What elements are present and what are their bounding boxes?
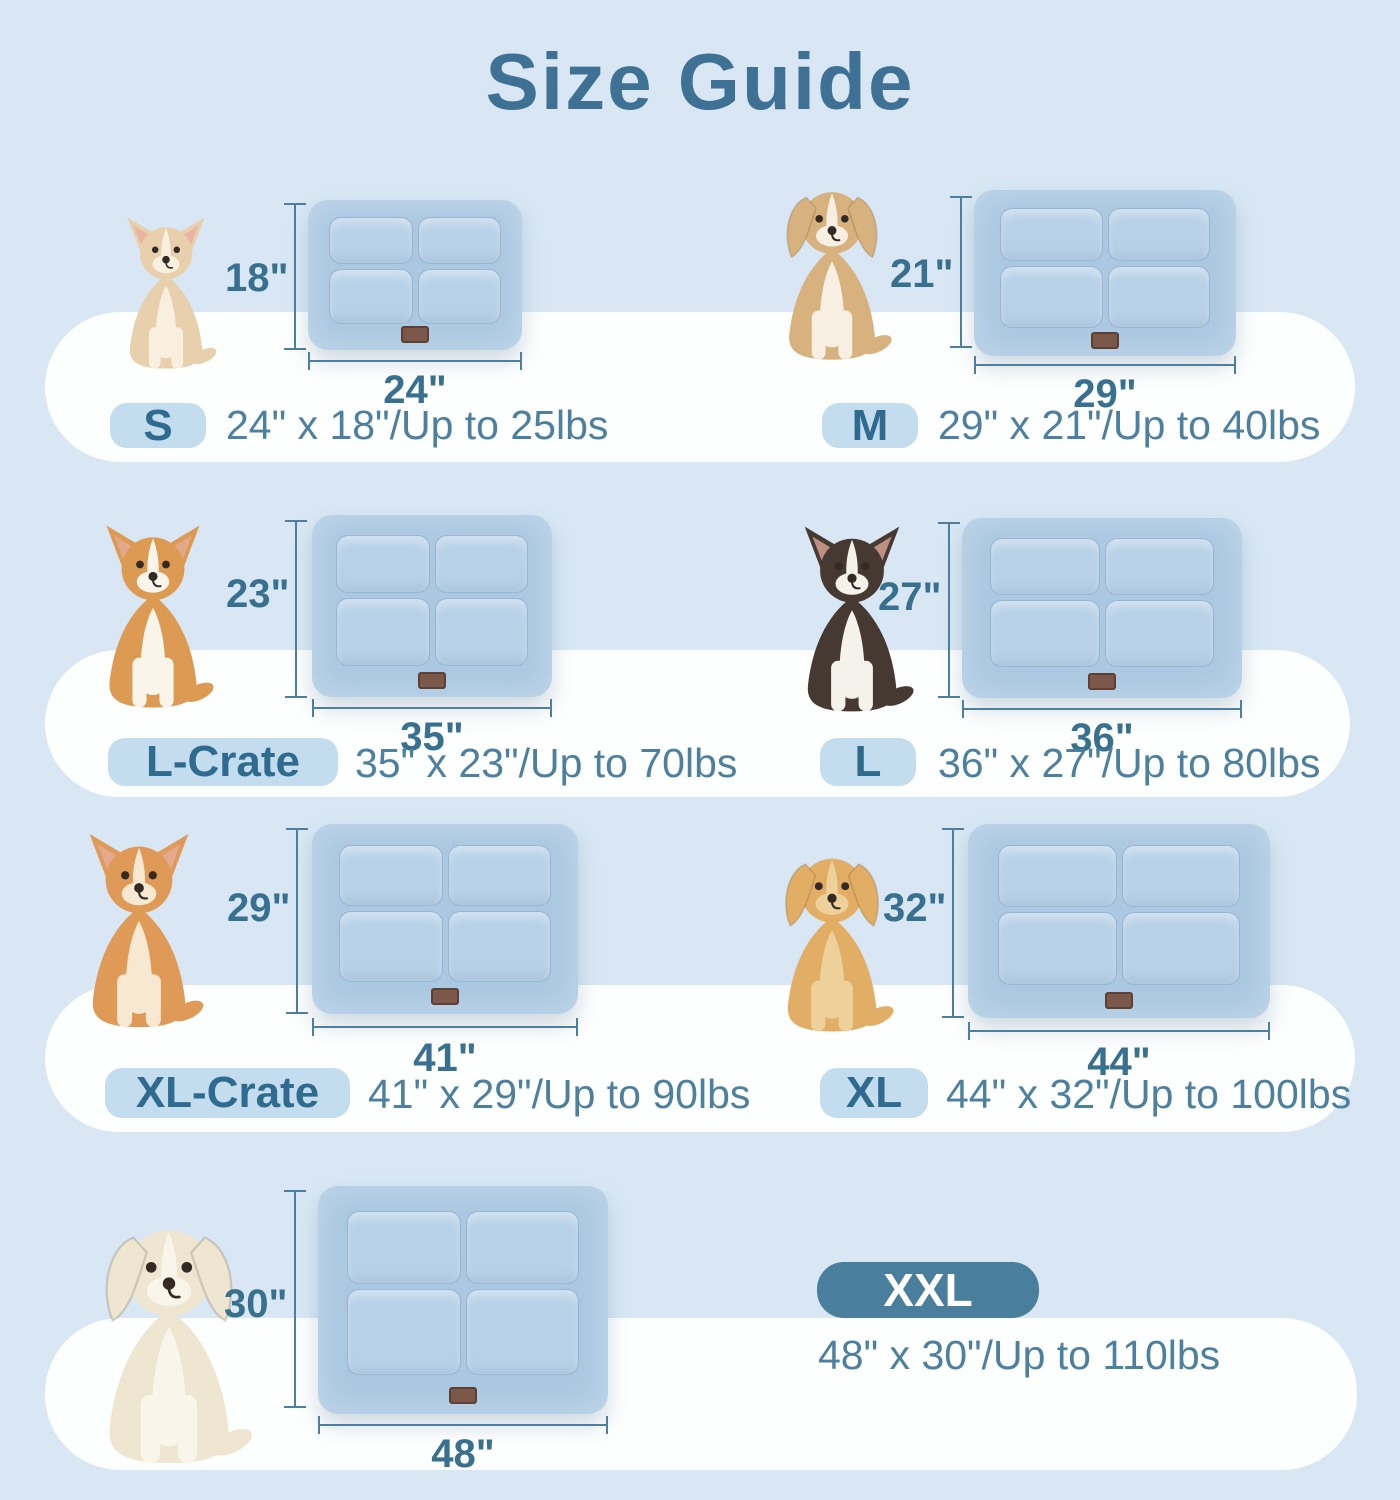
- mat-image: [968, 824, 1270, 1018]
- size-badge-xxl: XXL: [817, 1262, 1039, 1318]
- size-spec-text: 24" x 18"/Up to 25lbs: [226, 402, 609, 448]
- mat-quadrant: [990, 537, 1100, 596]
- mat-quadrants: [998, 845, 1240, 986]
- mat-quadrant: [1121, 912, 1240, 986]
- dog-photo: [70, 794, 208, 1034]
- size-badge: S: [110, 401, 206, 450]
- mat-brand-tag: [401, 326, 429, 344]
- mat-quadrant: [347, 1289, 461, 1376]
- mat-quadrant: [1107, 265, 1210, 328]
- mat-brand-tag: [1088, 672, 1116, 690]
- mat-quadrant: [434, 535, 528, 593]
- mat-brand-tag: [431, 988, 459, 1006]
- mat-quadrant: [1107, 208, 1210, 261]
- height-dimension-line: [284, 1190, 306, 1408]
- size-badge: M: [822, 401, 918, 450]
- mat-quadrant: [447, 910, 552, 982]
- mat-quadrant: [338, 844, 443, 906]
- size-spec-text: 41" x 29"/Up to 90lbs: [368, 1071, 751, 1117]
- page-title: Size Guide: [485, 37, 915, 126]
- dog-photo: [766, 796, 898, 1038]
- width-label: 36": [1070, 716, 1134, 760]
- mat-quadrant: [329, 216, 413, 264]
- mat-quadrants: [1000, 208, 1210, 328]
- width-label: 29": [1073, 372, 1137, 416]
- size-spec-text: 35" x 23"/Up to 70lbs: [355, 740, 738, 786]
- size-badge: XL: [820, 1068, 928, 1118]
- height-dimension-line: [284, 203, 306, 350]
- mat-quadrant: [417, 268, 501, 325]
- height-label: 27": [878, 575, 942, 619]
- mat-brand-tag: [1091, 331, 1119, 349]
- row-band-4: [45, 1318, 1357, 1470]
- width-label: 24": [383, 368, 447, 412]
- height-dimension-line: [942, 828, 964, 1018]
- mat-quadrant: [336, 535, 430, 593]
- mat-quadrant: [465, 1211, 579, 1285]
- width-dimension-line: [308, 352, 522, 370]
- mat-quadrant: [1000, 208, 1103, 261]
- mat-quadrant: [347, 1211, 461, 1285]
- height-label: 18": [225, 256, 289, 300]
- width-label: 48": [431, 1432, 495, 1476]
- mat-quadrant: [1104, 600, 1214, 668]
- mat-image: [312, 824, 578, 1014]
- mat-brand-tag: [1105, 992, 1133, 1010]
- mat-quadrants: [347, 1211, 579, 1376]
- mat-brand-tag: [418, 671, 446, 689]
- mat-quadrant: [998, 845, 1117, 908]
- height-dimension-line: [286, 828, 308, 1014]
- height-label: 21": [890, 252, 954, 296]
- mat-quadrant: [998, 912, 1117, 986]
- mat-image: [974, 190, 1236, 356]
- height-label: 30": [224, 1282, 288, 1326]
- height-label: 23": [226, 572, 290, 616]
- mat-image: [308, 200, 522, 350]
- dog-photo: [768, 168, 896, 366]
- mat-quadrant: [338, 910, 443, 982]
- mat-quadrants: [990, 537, 1214, 668]
- mat-quadrant: [1000, 265, 1103, 328]
- size-spec-text: 48" x 30"/Up to 110lbs: [818, 1332, 1221, 1378]
- width-dimension-line: [974, 356, 1236, 374]
- height-dimension-line: [950, 196, 972, 348]
- width-label: 35": [400, 715, 464, 759]
- mat-quadrants: [336, 535, 528, 667]
- dog-photo: [88, 486, 218, 714]
- mat-quadrant: [465, 1289, 579, 1376]
- width-label: 41": [413, 1036, 477, 1080]
- mat-brand-tag: [449, 1386, 477, 1404]
- mat-quadrant: [1104, 537, 1214, 596]
- height-dimension-line: [285, 520, 307, 698]
- mat-quadrant: [336, 597, 430, 667]
- mat-quadrant: [329, 268, 413, 325]
- mat-image: [312, 515, 552, 697]
- mat-quadrants: [329, 216, 501, 325]
- mat-quadrant: [434, 597, 528, 667]
- width-dimension-line: [312, 699, 552, 717]
- mat-quadrant: [990, 600, 1100, 668]
- size-badge: L-Crate: [108, 737, 338, 786]
- mat-quadrant: [447, 844, 552, 906]
- mat-quadrant: [417, 216, 501, 264]
- width-dimension-line: [312, 1018, 578, 1036]
- height-label: 29": [227, 886, 291, 930]
- mat-image: [318, 1186, 608, 1414]
- size-spec-text: 29" x 21"/Up to 40lbs: [938, 402, 1321, 448]
- height-label: 32": [883, 886, 947, 930]
- mat-quadrants: [338, 844, 552, 982]
- mat-quadrant: [1121, 845, 1240, 908]
- size-badge: XL-Crate: [105, 1068, 350, 1118]
- size-badge: L: [820, 737, 916, 786]
- width-dimension-line: [962, 700, 1242, 718]
- size-spec-text: 44" x 32"/Up to 100lbs: [946, 1071, 1352, 1117]
- width-dimension-line: [318, 1416, 608, 1434]
- size-spec-text: 36" x 27"/Up to 80lbs: [938, 740, 1321, 786]
- height-dimension-line: [938, 522, 960, 698]
- width-dimension-line: [968, 1022, 1270, 1040]
- dog-photo: [112, 196, 220, 374]
- mat-image: [962, 518, 1242, 698]
- width-label: 44": [1087, 1040, 1151, 1084]
